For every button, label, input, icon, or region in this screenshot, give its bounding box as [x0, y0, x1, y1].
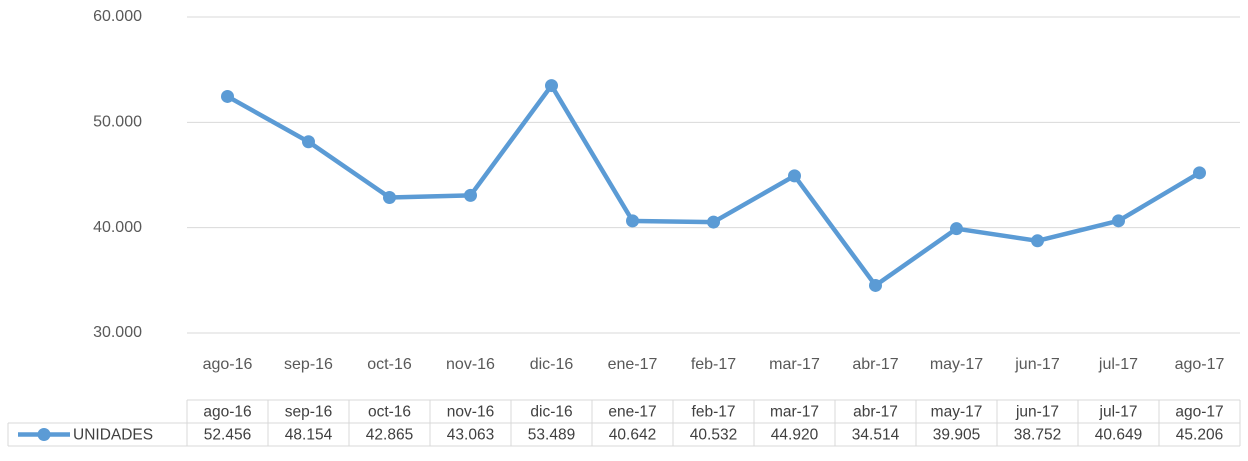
table-value: 53.489: [528, 427, 575, 444]
x-tick-label: ene-17: [608, 356, 658, 373]
y-tick-label: 30.000: [93, 324, 142, 341]
table-value: 38.752: [1014, 427, 1061, 444]
table-value: 39.905: [933, 427, 980, 444]
y-tick-label: 60.000: [93, 8, 142, 25]
data-table: UNIDADES 52.456 48.154 42.865 43.063 53.489 40…: [7, 399, 1241, 447]
y-tick-label: 40.000: [93, 219, 142, 236]
x-tick-label: feb-17: [691, 356, 736, 373]
marker: [950, 222, 963, 236]
series-line: [226, 83, 1201, 288]
legend-label: UNIDADES: [73, 427, 153, 444]
marker: [464, 188, 477, 202]
table-value: 34.514: [852, 427, 900, 444]
x-tick-label: ago-16: [203, 356, 253, 373]
marker: [545, 79, 558, 93]
marker: [1112, 214, 1125, 228]
table-header: jun-17: [1015, 404, 1059, 421]
table-value: 52.456: [204, 427, 251, 444]
x-tick-label: oct-16: [367, 356, 412, 373]
marker: [1031, 234, 1044, 248]
table-header: abr-17: [853, 404, 898, 421]
legend-marker: [37, 428, 51, 441]
table-header: jul-17: [1099, 404, 1138, 421]
table-header: ene-17: [608, 404, 656, 421]
marker: [302, 135, 315, 149]
table-value: 43.063: [447, 427, 494, 444]
marker: [788, 169, 801, 183]
table-header: ago-16: [203, 404, 251, 421]
table-value: 40.532: [690, 427, 737, 444]
marker: [707, 215, 720, 229]
table-value: 48.154: [285, 427, 333, 444]
x-tick-label: abr-17: [852, 356, 898, 373]
table-header: may-17: [931, 404, 983, 421]
table-header: feb-17: [692, 404, 736, 421]
marker: [383, 190, 396, 204]
marker: [626, 214, 639, 228]
table-header: ago-17: [1175, 404, 1223, 421]
table-header: sep-16: [285, 404, 332, 421]
marker: [221, 89, 234, 103]
table-header: dic-16: [530, 404, 572, 421]
table-value: 40.649: [1095, 427, 1142, 444]
x-tick-label: ago-17: [1175, 356, 1225, 373]
x-tick-label: dic-16: [530, 356, 574, 373]
table-header: oct-16: [368, 404, 411, 421]
x-tick-label: jul-17: [1098, 356, 1138, 373]
x-tick-label: jun-17: [1014, 356, 1060, 373]
x-tick-label: may-17: [930, 356, 983, 373]
table-header: nov-16: [447, 404, 494, 421]
table-value: 45.206: [1176, 427, 1223, 444]
marker: [1193, 166, 1206, 180]
x-tick-label: nov-16: [446, 356, 495, 373]
x-tick-label: sep-16: [284, 356, 333, 373]
table-header: mar-17: [770, 404, 819, 421]
table-value: 40.642: [609, 427, 656, 444]
marker: [869, 278, 882, 292]
table-value: 42.865: [366, 427, 413, 444]
y-tick-label: 50.000: [93, 114, 142, 131]
table-value: 44.920: [771, 427, 819, 444]
x-tick-label: mar-17: [769, 356, 820, 373]
